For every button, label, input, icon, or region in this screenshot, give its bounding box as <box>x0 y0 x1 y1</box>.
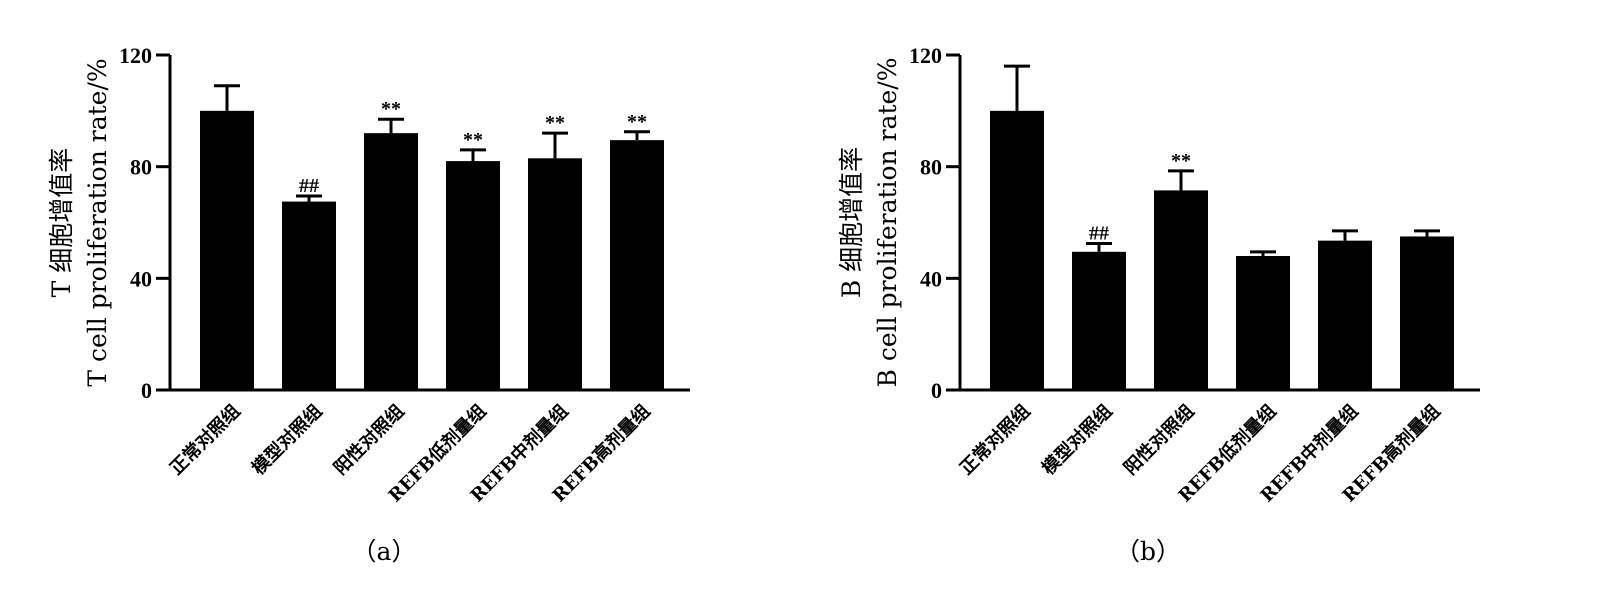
y-tick-label: 40 <box>920 266 942 291</box>
bar <box>446 161 500 390</box>
y-axis-title-en: B cell proliferation rate/% <box>873 58 902 388</box>
category-label: 阳性对照组 <box>329 400 408 479</box>
significance-marker: ## <box>1089 222 1109 244</box>
y-axis-title-cn: B 细胞增值率 <box>837 147 866 298</box>
bar <box>528 158 582 390</box>
y-axis-title-en: T cell proliferation rate/% <box>83 58 112 386</box>
category-label: 正常对照组 <box>165 400 244 479</box>
bar <box>1154 190 1208 390</box>
bar <box>1400 236 1454 390</box>
y-tick-label: 80 <box>130 155 152 180</box>
panel-label: （a） <box>352 537 417 566</box>
bar <box>1072 251 1126 390</box>
category-label: 正常对照组 <box>955 400 1034 479</box>
significance-marker: ** <box>627 111 647 133</box>
bar <box>364 133 418 390</box>
y-tick-label: 0 <box>931 378 942 403</box>
bar <box>282 201 336 390</box>
bar <box>1318 240 1372 390</box>
panel-a: 04080120正常对照组##模型对照组**阳性对照组**REFB低剂量组**R… <box>47 43 690 566</box>
significance-marker: ** <box>1171 150 1191 172</box>
significance-marker: ** <box>463 129 483 151</box>
y-tick-label: 80 <box>920 155 942 180</box>
bar <box>610 140 664 390</box>
significance-marker: ## <box>299 175 319 197</box>
y-tick-label: 120 <box>119 43 152 68</box>
y-tick-label: 0 <box>141 378 152 403</box>
panel-b: 04080120正常对照组##模型对照组**阳性对照组REFB低剂量组REFB中… <box>837 43 1480 566</box>
y-axis-title-cn: T 细胞增值率 <box>47 148 76 298</box>
significance-marker: ** <box>381 98 401 120</box>
category-label: 阳性对照组 <box>1119 400 1198 479</box>
y-tick-label: 40 <box>130 266 152 291</box>
y-tick-label: 120 <box>909 43 942 68</box>
significance-marker: ** <box>545 112 565 134</box>
bar <box>990 110 1044 390</box>
category-label: 模型对照组 <box>247 400 326 479</box>
panel-label: （b） <box>1115 537 1181 566</box>
category-label: 模型对照组 <box>1037 400 1116 479</box>
bar <box>200 110 254 390</box>
bar <box>1236 256 1290 390</box>
